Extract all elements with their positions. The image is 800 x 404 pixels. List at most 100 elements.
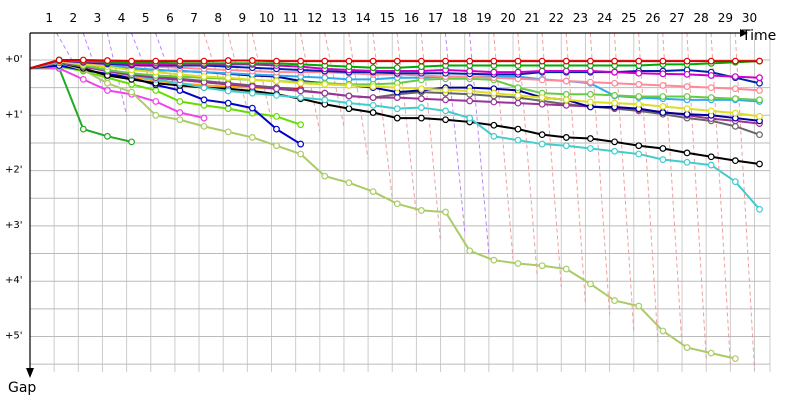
series-point <box>635 57 643 65</box>
series-point <box>490 57 498 65</box>
x-tick-label: 5 <box>142 11 150 25</box>
series-point <box>514 99 522 107</box>
series-point <box>321 74 329 82</box>
series-point <box>490 132 498 140</box>
x-tick-label: 21 <box>525 11 540 25</box>
x-tick-label: 25 <box>621 11 636 25</box>
series-point <box>200 96 208 104</box>
series-point <box>707 107 715 115</box>
series-point <box>659 70 667 78</box>
series-point <box>562 96 570 104</box>
y-tick-label: +4' <box>5 275 23 286</box>
x-tick-label: 24 <box>597 11 612 25</box>
pit-stop-line <box>227 32 248 110</box>
series-point <box>273 142 280 150</box>
x-tick-label: 4 <box>118 11 126 25</box>
series-point <box>635 142 643 150</box>
series-point <box>104 79 111 87</box>
series-point <box>611 99 618 107</box>
series-point <box>176 70 184 78</box>
series-point <box>707 153 715 161</box>
series-point <box>321 172 329 180</box>
series-point <box>297 140 305 148</box>
pit-stop-line <box>444 32 466 232</box>
series-point <box>611 57 618 65</box>
series-point <box>273 77 280 85</box>
series-point <box>659 57 667 65</box>
x-tick-label: 14 <box>355 11 370 25</box>
series-point <box>345 57 353 65</box>
series-point <box>466 97 474 105</box>
series-point <box>345 179 353 187</box>
series-point <box>273 91 280 99</box>
series-point <box>200 114 208 122</box>
series-point <box>683 83 691 90</box>
series-point <box>345 63 353 71</box>
series-point <box>587 98 594 106</box>
series-point <box>297 121 305 129</box>
series-point <box>345 82 353 89</box>
y-axis-label: Gap <box>8 380 36 396</box>
series-point <box>152 87 160 94</box>
series-point <box>683 93 691 100</box>
series-point <box>345 99 353 107</box>
series-point <box>756 74 763 82</box>
series-point <box>393 114 401 122</box>
series-point <box>538 76 546 84</box>
series-point <box>442 86 449 94</box>
series-point <box>538 140 546 148</box>
series-point <box>418 207 425 214</box>
series-point <box>224 57 232 64</box>
pit-stop-line <box>686 32 707 359</box>
series-point <box>442 107 449 115</box>
pit-stop-line <box>517 32 538 276</box>
series-point <box>514 84 522 92</box>
series-point <box>707 72 715 79</box>
series-point <box>562 134 570 141</box>
series-point <box>442 208 449 216</box>
series-lines <box>29 56 763 363</box>
series-point <box>369 64 377 72</box>
series-point <box>273 125 280 133</box>
series-point <box>611 68 618 76</box>
series-point <box>659 156 667 163</box>
y-tick-label: +1' <box>5 109 23 120</box>
pit-stop-line <box>613 32 635 332</box>
series-point <box>297 94 305 102</box>
x-tick-label: 3 <box>94 11 102 25</box>
series-point <box>538 131 546 139</box>
series-point <box>683 105 691 113</box>
series-point <box>345 105 353 113</box>
series-point <box>587 90 594 98</box>
series-point <box>200 73 208 80</box>
series-point <box>731 109 739 117</box>
series-point <box>248 57 256 64</box>
pit-stop-line <box>710 32 731 365</box>
series-point <box>683 149 691 157</box>
x-tick-label: 6 <box>166 11 174 25</box>
series-point <box>466 57 474 65</box>
series-point <box>756 96 763 104</box>
series-point <box>683 158 691 166</box>
pit-stop-line <box>324 32 345 127</box>
series-line <box>29 65 301 126</box>
pit-stop-line <box>662 32 683 348</box>
y-tick-labels: +0' +1' +2' +3' +4' +5' <box>5 54 23 342</box>
series-point <box>731 73 739 80</box>
series-point <box>152 57 160 65</box>
series-point <box>514 125 522 133</box>
series-point <box>104 132 111 140</box>
axes: Time Gap <box>8 28 776 396</box>
x-tick-label: 16 <box>404 11 419 25</box>
series-point <box>176 57 184 65</box>
series-point <box>248 104 256 112</box>
series-point <box>611 91 618 99</box>
series-point <box>707 349 715 357</box>
series-point <box>466 247 474 255</box>
series-point <box>611 138 618 146</box>
pit-stop-line <box>396 32 417 215</box>
series-point <box>393 57 401 65</box>
series-point <box>635 80 643 88</box>
series-point <box>393 105 401 113</box>
